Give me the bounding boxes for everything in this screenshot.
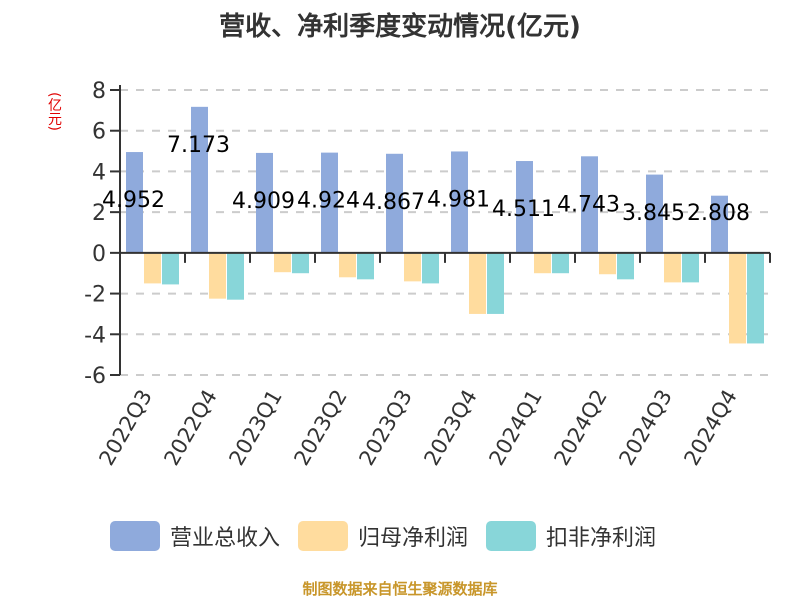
bar-value-label: 7.173: [167, 133, 230, 158]
bar[interactable]: [729, 252, 746, 344]
data-source-footer: 制图数据来自恒生聚源数据库: [302, 580, 498, 598]
legend-swatch-deducted-net-profit: [486, 521, 537, 551]
bar-value-label: 3.845: [622, 201, 685, 226]
legend-swatch-revenue: [110, 521, 160, 551]
bar[interactable]: [126, 152, 143, 253]
bar[interactable]: [404, 252, 421, 282]
bar[interactable]: [162, 252, 179, 285]
chart-title: 营收、净利季度变动情况(亿元): [219, 12, 581, 42]
bar-value-label: 2.808: [687, 201, 750, 226]
bar[interactable]: [747, 252, 764, 344]
x-tick-label: 2023Q2: [289, 386, 351, 470]
bar[interactable]: [552, 252, 569, 274]
bar[interactable]: [321, 152, 338, 253]
bar-value-label: 4.511: [492, 197, 555, 222]
bar[interactable]: [209, 252, 226, 299]
y-tick-label: 4: [92, 160, 106, 185]
legend-label-revenue: 营业总收入: [170, 526, 281, 551]
x-tick-label: 2024Q4: [679, 386, 741, 470]
bar[interactable]: [144, 252, 161, 284]
y-tick-label: 2: [92, 201, 106, 226]
bar[interactable]: [227, 252, 244, 300]
y-tick-label: 6: [92, 120, 106, 145]
bar[interactable]: [386, 153, 403, 253]
x-tick-label: 2024Q1: [484, 386, 546, 470]
bar-value-label: 4.867: [362, 190, 425, 215]
bar[interactable]: [682, 252, 699, 283]
bar[interactable]: [357, 252, 374, 280]
bar-value-label: 4.981: [427, 187, 490, 212]
bar-value-label: 4.924: [297, 189, 360, 214]
bar[interactable]: [292, 252, 309, 274]
y-tick-label: 8: [92, 79, 106, 104]
legend-item-deducted-net-profit[interactable]: 扣非净利润: [486, 520, 656, 552]
legend-label-deducted-net-profit: 扣非净利润: [546, 526, 657, 551]
bar[interactable]: [487, 252, 504, 314]
legend: 营业总收入 归母净利润 扣非净利润: [110, 520, 674, 552]
y-tick-label: -6: [84, 364, 106, 389]
y-tick-label: -4: [84, 323, 106, 348]
y-axis-unit-label: (亿元): [46, 92, 62, 131]
x-tick-label: 2024Q2: [549, 386, 611, 470]
bar[interactable]: [646, 174, 663, 253]
x-tick-label: 2022Q4: [159, 386, 221, 470]
legend-swatch-net-profit: [298, 521, 349, 551]
bar[interactable]: [581, 156, 598, 253]
bar[interactable]: [469, 252, 486, 314]
bar[interactable]: [191, 106, 208, 253]
bar[interactable]: [664, 252, 681, 283]
bar-value-label: 4.952: [102, 188, 165, 213]
x-tick-label: 2023Q4: [419, 386, 481, 470]
bar[interactable]: [274, 252, 291, 273]
bar[interactable]: [422, 252, 439, 284]
bar[interactable]: [451, 151, 468, 253]
y-tick-label: -2: [84, 283, 106, 308]
x-tick-label: 2024Q3: [614, 386, 676, 470]
bar[interactable]: [256, 152, 273, 253]
x-tick-label: 2022Q3: [94, 386, 156, 470]
y-tick-label: 0: [92, 242, 106, 267]
legend-item-net-profit[interactable]: 归母净利润: [298, 520, 468, 552]
legend-label-net-profit: 归母净利润: [358, 526, 469, 551]
bar-value-label: 4.909: [232, 189, 295, 214]
bar-value-label: 4.743: [557, 192, 620, 217]
x-tick-label: 2023Q3: [354, 386, 416, 470]
bar[interactable]: [534, 252, 551, 274]
bar[interactable]: [516, 161, 533, 253]
legend-item-revenue[interactable]: 营业总收入: [110, 520, 280, 552]
bar[interactable]: [617, 252, 634, 280]
bar[interactable]: [599, 252, 616, 275]
bar[interactable]: [339, 252, 356, 278]
x-tick-label: 2023Q1: [224, 386, 286, 470]
bar[interactable]: [711, 195, 728, 253]
